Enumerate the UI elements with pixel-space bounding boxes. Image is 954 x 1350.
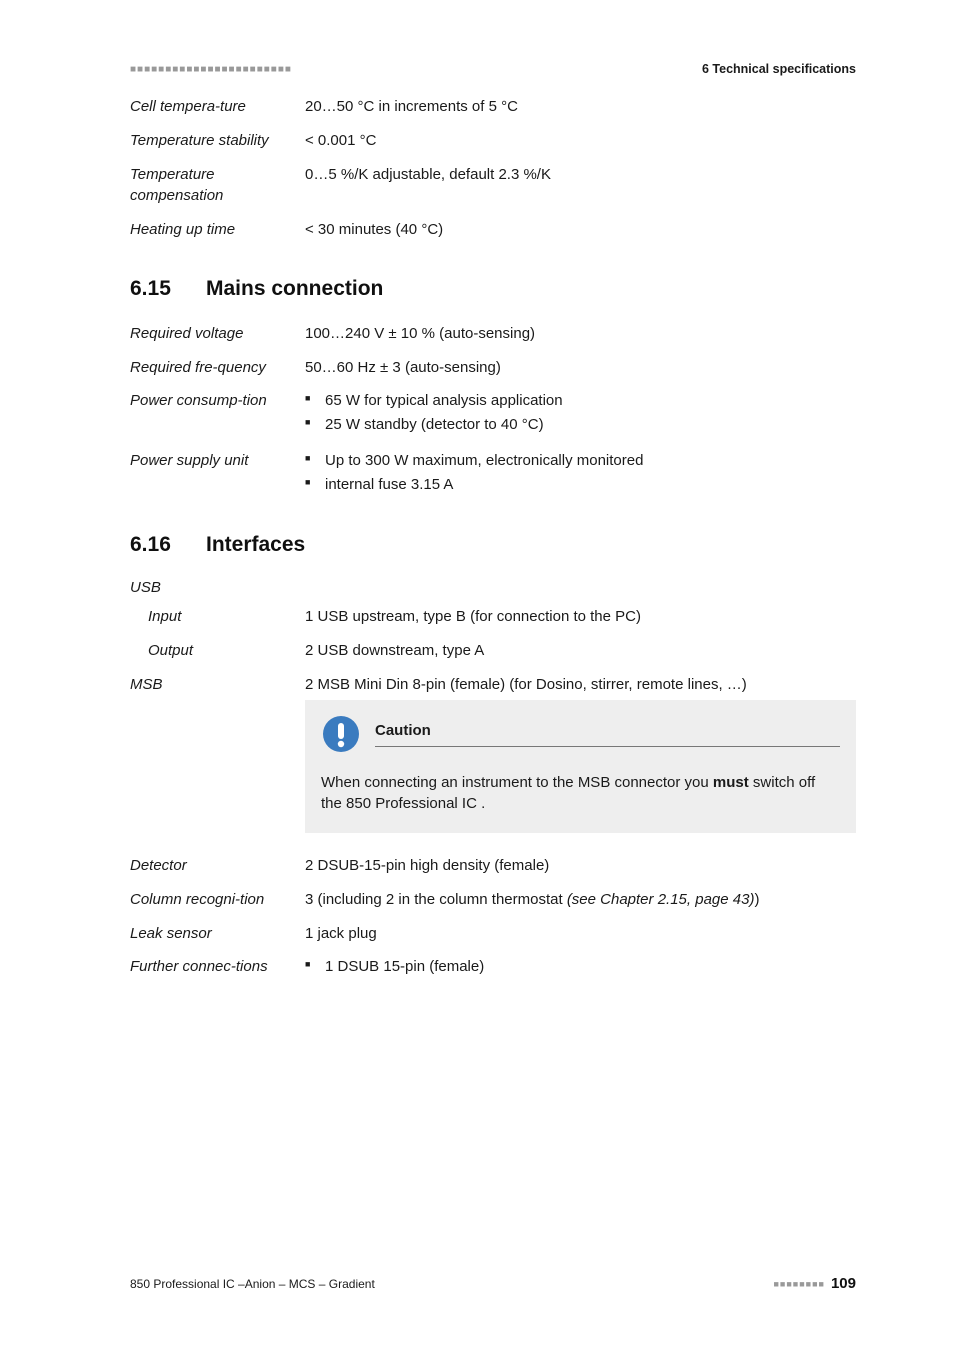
spec-label: Detector xyxy=(130,855,305,877)
spec-row: Leak sensor 1 jack plug xyxy=(130,923,856,945)
colrec-pre: 3 (including 2 in the column thermostat xyxy=(305,891,567,908)
spec-label: Power consump-tion xyxy=(130,390,305,412)
spec-label: Leak sensor xyxy=(130,923,305,945)
caution-title: Caution xyxy=(375,720,840,747)
section-number: 6.16 xyxy=(130,533,206,557)
section-heading-615: 6.15 Mains connection xyxy=(130,277,856,301)
list-item: internal fuse 3.15 A xyxy=(305,474,856,496)
spec-value: 2 MSB Mini Din 8-pin (female) (for Dosin… xyxy=(305,674,856,843)
spec-row: MSB 2 MSB Mini Din 8-pin (female) (for D… xyxy=(130,674,856,843)
footer-right: ■■■■■■■■ 109 xyxy=(773,1275,856,1292)
page-footer: 850 Professional IC –Anion – MCS – Gradi… xyxy=(130,1275,856,1292)
spec-value: Up to 300 W maximum, electronically moni… xyxy=(305,450,856,498)
section-title: Mains connection xyxy=(206,277,383,301)
spec-row: Temperature stability < 0.001 °C xyxy=(130,130,856,152)
spec-label: Output xyxy=(130,640,305,662)
spec-value: 50…60 Hz ± 3 (auto-sensing) xyxy=(305,357,856,379)
caution-head: Caution xyxy=(321,714,840,754)
spec-value: 0…5 %/K adjustable, default 2.3 %/K xyxy=(305,164,856,186)
spec-value: 2 USB downstream, type A xyxy=(305,640,856,662)
header-section-label: 6 Technical specifications xyxy=(702,62,856,76)
spec-label: Further connec-tions xyxy=(130,956,305,978)
spec-row: Column recogni-tion 3 (including 2 in th… xyxy=(130,889,856,911)
caution-text-bold: must xyxy=(713,774,749,791)
caution-box: Caution When connecting an instrument to… xyxy=(305,700,856,834)
list-item: 1 DSUB 15-pin (female) xyxy=(305,956,856,978)
spec-value: 3 (including 2 in the column thermostat … xyxy=(305,889,856,911)
spec-row: Heating up time < 30 minutes (40 °C) xyxy=(130,219,856,241)
page-header: ■■■■■■■■■■■■■■■■■■■■■■■ 6 Technical spec… xyxy=(130,62,856,76)
page-number: 109 xyxy=(831,1275,856,1292)
header-marker-left: ■■■■■■■■■■■■■■■■■■■■■■■ xyxy=(130,64,702,75)
spec-label: Power supply unit xyxy=(130,450,305,472)
section-title: Interfaces xyxy=(206,533,305,557)
list-item: 65 W for typical analysis application xyxy=(305,390,856,412)
spec-row: Temperature compensation 0…5 %/K adjusta… xyxy=(130,164,856,208)
spec-value: 1 DSUB 15-pin (female) xyxy=(305,956,856,980)
spec-label: MSB xyxy=(130,674,305,696)
section-number: 6.15 xyxy=(130,277,206,301)
spec-label: Temperature stability xyxy=(130,130,305,152)
spec-value: 65 W for typical analysis application 25… xyxy=(305,390,856,438)
spec-row: Required fre-quency 50…60 Hz ± 3 (auto-s… xyxy=(130,357,856,379)
spec-row: Detector 2 DSUB-15-pin high density (fem… xyxy=(130,855,856,877)
spec-label: Required voltage xyxy=(130,323,305,345)
spec-row: Power consump-tion 65 W for typical anal… xyxy=(130,390,856,438)
colrec-post: ) xyxy=(754,891,759,908)
spec-label: Required fre-quency xyxy=(130,357,305,379)
spec-label: Heating up time xyxy=(130,219,305,241)
spec-value: < 30 minutes (40 °C) xyxy=(305,219,856,241)
caution-text-pre: When connecting an instrument to the MSB… xyxy=(321,774,713,791)
spec-row: Power supply unit Up to 300 W maximum, e… xyxy=(130,450,856,498)
spec-row: Input 1 USB upstream, type B (for connec… xyxy=(130,606,856,628)
mains-specs: Required voltage 100…240 V ± 10 % (auto-… xyxy=(130,323,856,498)
caution-body: When connecting an instrument to the MSB… xyxy=(321,772,840,816)
colrec-italic: (see Chapter 2.15, page 43) xyxy=(567,891,755,908)
spec-value: 20…50 °C in increments of 5 °C xyxy=(305,96,856,118)
spec-row: Required voltage 100…240 V ± 10 % (auto-… xyxy=(130,323,856,345)
spec-label: Column recogni-tion xyxy=(130,889,305,911)
footer-marker: ■■■■■■■■ xyxy=(773,1279,825,1289)
spec-label: Temperature compensation xyxy=(130,164,305,208)
list-item: 25 W standby (detector to 40 °C) xyxy=(305,414,856,436)
spec-label: Input xyxy=(130,606,305,628)
thermostat-specs: Cell tempera-ture 20…50 °C in increments… xyxy=(130,96,856,241)
spec-value: 1 USB upstream, type B (for connection t… xyxy=(305,606,856,628)
spec-value: 1 jack plug xyxy=(305,923,856,945)
spec-label: Cell tempera-ture xyxy=(130,96,305,118)
usb-subheading: USB xyxy=(130,579,856,596)
section-heading-616: 6.16 Interfaces xyxy=(130,533,856,557)
spec-row: Further connec-tions 1 DSUB 15-pin (fema… xyxy=(130,956,856,980)
spec-value: < 0.001 °C xyxy=(305,130,856,152)
list-item: Up to 300 W maximum, electronically moni… xyxy=(305,450,856,472)
footer-doc-title: 850 Professional IC –Anion – MCS – Gradi… xyxy=(130,1277,375,1291)
spec-value: 2 DSUB-15-pin high density (female) xyxy=(305,855,856,877)
spec-value: 100…240 V ± 10 % (auto-sensing) xyxy=(305,323,856,345)
spec-row: Output 2 USB downstream, type A xyxy=(130,640,856,662)
msb-value-text: 2 MSB Mini Din 8-pin (female) (for Dosin… xyxy=(305,674,856,696)
caution-icon xyxy=(321,714,361,754)
spec-row: Cell tempera-ture 20…50 °C in increments… xyxy=(130,96,856,118)
caution-title-wrap: Caution xyxy=(375,720,840,747)
